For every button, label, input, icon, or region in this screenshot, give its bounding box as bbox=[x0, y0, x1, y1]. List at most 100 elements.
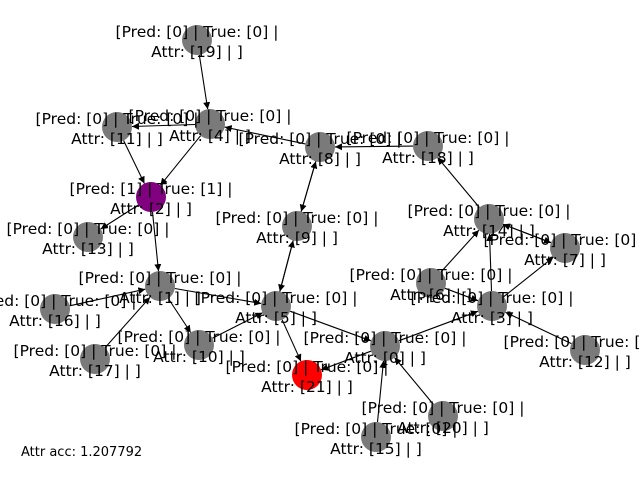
edge-5-to-0 bbox=[289, 310, 372, 342]
node-label-line1: [Pred: [0] | True: [0] | bbox=[0, 292, 136, 310]
node-11 bbox=[102, 112, 132, 142]
node-label-3: [Pred: [0] | True: [0] | Attr: [3] | ] bbox=[411, 289, 574, 327]
node-label-20: [Pred: [0] | True: [0] | Attr: [20] | ] bbox=[362, 399, 525, 437]
node-label-line2: Attr: [19] | ] bbox=[151, 43, 243, 61]
node-label-line2: Attr: [14] | ] bbox=[443, 222, 535, 240]
node-label-15: [Pred: [0] | True: [0] | Attr: [15] | ] bbox=[295, 420, 458, 458]
node-label-5: [Pred: [0] | True: [0] | Attr: [5] | ] bbox=[195, 289, 358, 327]
node-label-line2: Attr: [16] | ] bbox=[9, 312, 101, 330]
node-label-line2: Attr: [10] | ] bbox=[153, 348, 245, 366]
node-label-line2: Attr: [17] | ] bbox=[49, 362, 141, 380]
node-14 bbox=[474, 204, 504, 234]
node-label-line2: Attr: [6] | ] bbox=[390, 286, 472, 304]
edge-6-to-3 bbox=[444, 287, 479, 302]
edge-20-to-0 bbox=[394, 357, 434, 405]
node-label-line1: [Pred: [0] | True: [0] | bbox=[408, 202, 571, 220]
node-label-13: [Pred: [0] | True: [0] | Attr: [13] | ] bbox=[7, 220, 170, 258]
node-label-8: [Pred: [0] | True: [0] | Attr: [8] | ] bbox=[239, 130, 402, 168]
node-label-line1: [Pred: [0] | True: [0] | bbox=[79, 269, 242, 287]
node-8 bbox=[305, 132, 335, 162]
node-label-line2: Attr: [4] | ] bbox=[169, 127, 251, 145]
edge-4-to-2 bbox=[159, 135, 202, 186]
edge-0-to-3 bbox=[398, 310, 479, 342]
node-label-line1: [Pred: [0] | True: [0] | bbox=[226, 358, 389, 376]
node-18 bbox=[413, 131, 443, 161]
node-label-line2: Attr: [0] | ] bbox=[344, 349, 426, 367]
node-label-7: [Pred: [0] | True: [0] | Attr: [7] | ] bbox=[484, 231, 640, 269]
node-9 bbox=[282, 211, 312, 241]
edge-6-to-14 bbox=[440, 229, 480, 273]
edge-0-to-21 bbox=[320, 350, 372, 371]
edge-5-to-21 bbox=[281, 319, 302, 362]
node-label-line1: [Pred: [0] | True: [0] | bbox=[347, 129, 510, 147]
edge-14-to-7 bbox=[502, 223, 552, 244]
edge-18-to-8 bbox=[334, 143, 414, 151]
node-label-line1: [Pred: [0] | True: [0] | bbox=[411, 289, 574, 307]
edge-1-to-10 bbox=[167, 298, 192, 333]
edge-8-to-9 bbox=[299, 161, 317, 212]
node-label-line1: [Pred: [0] | True: [0] | bbox=[484, 231, 640, 249]
node-label-line1: [Pred: [0] | True: [0] | bbox=[362, 399, 525, 417]
edge-15-to-0 bbox=[376, 360, 387, 423]
node-label-0: [Pred: [0] | True: [0] | Attr: [0] | ] bbox=[304, 329, 467, 367]
attr-accuracy-label: Attr acc: 1.207792 bbox=[21, 445, 142, 460]
edge-10-to-5 bbox=[212, 312, 263, 339]
edge-16-to-1 bbox=[69, 287, 146, 307]
edge-3-to-14 bbox=[486, 233, 494, 292]
node-label-line2: Attr: [7] | ] bbox=[524, 251, 606, 269]
node-label-4: [Pred: [0] | True: [0] | Attr: [4] | ] bbox=[129, 107, 292, 145]
node-label-16: [Pred: [0] | True: [0] | Attr: [16] | ] bbox=[0, 292, 136, 330]
node-10 bbox=[184, 330, 214, 360]
node-label-line1: [Pred: [0] | True: [0] | bbox=[116, 23, 279, 41]
node-7 bbox=[550, 233, 580, 263]
node-label-line2: Attr: [15] | ] bbox=[330, 440, 422, 458]
node-17 bbox=[80, 344, 110, 374]
edge-2-to-13 bbox=[100, 204, 139, 230]
edge-14-to-18 bbox=[437, 157, 480, 208]
node-label-line1: [Pred: [0] | True: [0] | bbox=[14, 342, 177, 360]
node-label-line1: [Pred: [0] | True: [0] | bbox=[7, 220, 170, 238]
node-12 bbox=[570, 335, 600, 365]
node-13 bbox=[73, 222, 103, 252]
node-20 bbox=[428, 401, 458, 431]
node-2 bbox=[136, 182, 166, 212]
node-21 bbox=[292, 360, 322, 390]
edge-1-to-5 bbox=[174, 287, 262, 306]
node-label-line1: [Pred: [0] | True: [0] | bbox=[295, 420, 458, 438]
node-label-18: [Pred: [0] | True: [0] | Attr: [18] | ] bbox=[347, 129, 510, 167]
edge-19-to-4 bbox=[198, 54, 211, 110]
node-label-6: [Pred: [0] | True: [0] | Attr: [6] | ] bbox=[350, 266, 513, 304]
node-label-line2: Attr: [21] | ] bbox=[261, 378, 353, 396]
node-label-line1: [Pred: [0] | True: [0] | bbox=[239, 130, 402, 148]
edge-12-to-3 bbox=[505, 311, 572, 345]
nodes-layer bbox=[40, 25, 600, 452]
node-label-11: [Pred: [0] | True: [0] | Attr: [11] | ] bbox=[36, 110, 199, 148]
node-label-line1: [Pred: [0] | True: [0] | bbox=[36, 110, 199, 128]
node-label-12: [Pred: [0] | True: [0] | Attr: [12] | ] bbox=[504, 333, 640, 371]
node-label-2: [Pred: [1] | True: [1] | Attr: [2] | ] bbox=[70, 180, 233, 218]
node-label-line1: [Pred: [0] | True: [0] | bbox=[504, 333, 640, 351]
node-4 bbox=[195, 109, 225, 139]
node-label-line1: [Pred: [0] | True: [0] | bbox=[118, 328, 281, 346]
edge-11-to-2 bbox=[123, 140, 145, 184]
node-label-14: [Pred: [0] | True: [0] | Attr: [14] | ] bbox=[408, 202, 571, 240]
edge-2-to-1 bbox=[151, 211, 162, 272]
edge-17-to-1 bbox=[104, 296, 151, 349]
node-label-line1: [Pred: [0] | True: [0] | bbox=[350, 266, 513, 284]
node-15 bbox=[361, 422, 391, 452]
node-label-line2: Attr: [2] | ] bbox=[110, 200, 192, 218]
node-label-17: [Pred: [0] | True: [0] | Attr: [17] | ] bbox=[14, 342, 177, 380]
node-label-line1: [Pred: [0] | True: [0] | bbox=[304, 329, 467, 347]
node-label-line2: Attr: [18] | ] bbox=[382, 149, 474, 167]
node-label-line1: [Pred: [0] | True: [0] | bbox=[216, 209, 379, 227]
node-label-10: [Pred: [0] | True: [0] | Attr: [10] | ] bbox=[118, 328, 281, 366]
node-label-line2: Attr: [3] | ] bbox=[451, 309, 533, 327]
edge-4-to-11 bbox=[131, 122, 196, 130]
node-label-line2: Attr: [20] | ] bbox=[397, 419, 489, 437]
labels-layer: [Pred: [0] | True: [0] | Attr: [0] | ][Pr… bbox=[0, 23, 640, 458]
node-label-line2: Attr: [1] | ] bbox=[119, 289, 201, 307]
node-label-line1: [Pred: [0] | True: [0] | bbox=[129, 107, 292, 125]
node-label-line1: [Pred: [0] | True: [0] | bbox=[195, 289, 358, 307]
node-label-line2: Attr: [9] | ] bbox=[256, 229, 338, 247]
